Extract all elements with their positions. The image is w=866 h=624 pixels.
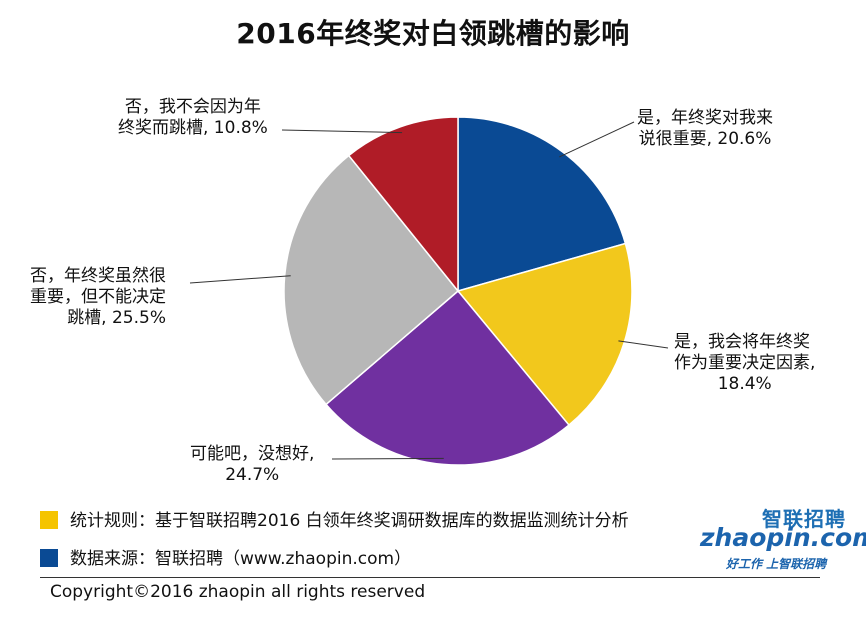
rule-note: 统计规则：基于智联招聘2016 白领年终奖调研数据库的数据监测统计分析 — [40, 506, 629, 531]
zhaopin-logo: 智联招聘 zhaopin.com 好工作 上智联招聘 — [700, 503, 866, 573]
slice-label-line: 否，年终奖虽然很 — [30, 266, 166, 286]
logo-chinese-text: 智联招聘 — [762, 507, 846, 531]
slice-not-decisive — [283, 154, 460, 406]
slice-label-important: 是，年终奖对我来 说很重要, 20.6% — [637, 108, 773, 150]
source-note-text: 数据来源：智联招聘（www.zhaopin.com） — [70, 549, 412, 569]
slice-label-no: 否，我不会因为年 终奖而跳槽, 10.8% — [118, 97, 268, 139]
footer-divider — [40, 577, 820, 578]
leader-line — [559, 121, 635, 158]
slice-label-not-decisive: 否，年终奖虽然很 重要，但不能决定 跳槽, 25.5% — [30, 266, 166, 329]
slice-label-decisive: 是，我会将年终奖 作为重要决定因素, 18.4% — [674, 332, 815, 395]
slice-label-line: 说很重要, 20.6% — [638, 129, 772, 149]
leader-line — [331, 457, 444, 460]
blue-square-icon — [40, 549, 58, 567]
slice-undecided — [324, 289, 570, 466]
copyright-text: Copyright©2016 zhaopin all rights reserv… — [50, 582, 426, 602]
chart-title: 2016年终奖对白领跳槽的影响 — [236, 17, 630, 50]
slice-label-line: 是，我会将年终奖 — [674, 332, 810, 352]
slice-decisive — [456, 242, 633, 427]
slice-no — [347, 116, 459, 294]
logo-english-text: zhaopin.com — [700, 523, 866, 552]
rule-note-text: 统计规则：基于智联招聘2016 白领年终奖调研数据库的数据监测统计分析 — [70, 511, 629, 531]
source-note: 数据来源：智联招聘（www.zhaopin.com） — [40, 544, 411, 569]
slice-label-line: 重要，但不能决定 — [30, 287, 166, 307]
slice-label-line: 终奖而跳槽, 10.8% — [118, 118, 268, 138]
slice-label-line: 可能吧，没想好, — [190, 444, 315, 464]
slice-label-line: 跳槽, 25.5% — [67, 308, 166, 328]
leader-line — [618, 340, 669, 349]
slice-label-line: 否，我不会因为年 — [124, 97, 261, 117]
leader-line — [281, 129, 403, 134]
slice-label-line: 作为重要决定因素, — [674, 353, 816, 373]
slice-label-line: 是，年终奖对我来 — [637, 108, 773, 128]
slice-label-undecided: 可能吧，没想好, 24.7% — [190, 444, 314, 486]
leader-line — [189, 275, 291, 284]
logo-tagline: 好工作 上智联招聘 — [726, 557, 827, 571]
slice-important — [457, 116, 627, 292]
slice-label-line: 18.4% — [717, 374, 772, 394]
slice-label-line: 24.7% — [225, 465, 280, 485]
yellow-square-icon — [40, 511, 58, 529]
